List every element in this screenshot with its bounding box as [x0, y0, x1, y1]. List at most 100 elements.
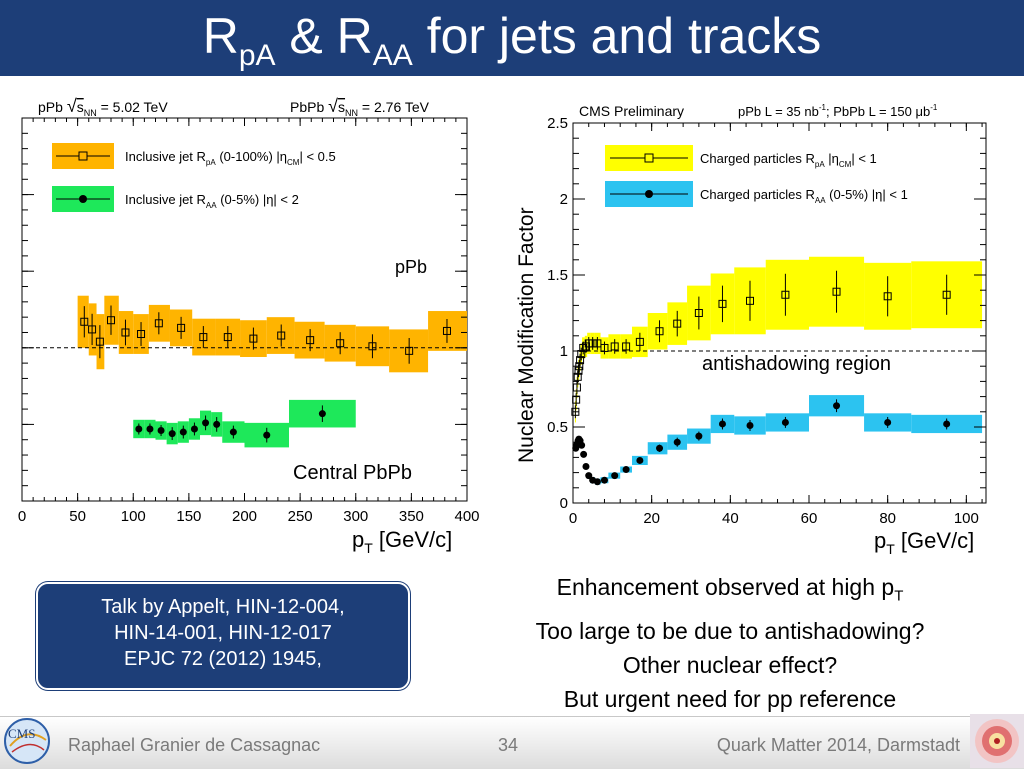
collision-label-pbpb: PbPb √sNN = 2.76 TeV	[290, 96, 430, 118]
y-tick-label: 2.5	[547, 115, 568, 132]
x-tick-label: 20	[643, 510, 660, 527]
data-point-s0-p25	[942, 290, 951, 299]
note-line-2: Too large to be due to antishadowing?	[535, 617, 925, 644]
data-point-s1-p21	[781, 418, 789, 426]
data-point-s1-p23	[884, 418, 892, 426]
note-line-3: Other nuclear effect?	[622, 651, 838, 678]
data-point-s0-p4	[121, 328, 130, 337]
data-point-s0-p19	[694, 309, 703, 317]
footer-conference: Quark Matter 2014, Darmstadt	[716, 735, 960, 755]
x-axis-label: pT [GeV/c]	[874, 528, 974, 557]
y-tick-label: 0.5	[547, 419, 568, 436]
data-point-s0-p11	[588, 339, 597, 348]
talk-line-1: Talk by Appelt, HIN-12-004,	[101, 596, 345, 618]
talk-reference-box: Talk by Appelt, HIN-12-004, HIN-14-001, …	[36, 582, 410, 690]
data-point-s0-p15	[622, 342, 631, 351]
data-point-s0-p2	[572, 383, 581, 392]
x-tick-label: 400	[454, 508, 479, 525]
syst-band-s0-p12	[294, 321, 325, 359]
data-point-s1-p0	[135, 425, 143, 433]
data-point-s0-p22	[781, 290, 790, 299]
data-point-s0-p9	[223, 333, 232, 342]
data-point-s0-p12	[593, 339, 602, 348]
legend-jet-raa-label: Inclusive jet RAA (0-5%) |η| < 2	[125, 192, 299, 210]
x-tick-label: 60	[801, 510, 818, 527]
data-point-s0-p13	[600, 343, 609, 352]
cms-logo-icon: CMS	[4, 718, 50, 764]
data-point-s1-p8	[582, 463, 590, 471]
footer: Raphael Granier de Cassagnac 34 Quark Ma…	[0, 716, 1024, 769]
data-point-s1-p4	[179, 428, 187, 436]
data-point-s1-p9	[263, 431, 271, 439]
svg-text:CMS: CMS	[8, 726, 35, 741]
footer-author: Raphael Granier de Cassagnac	[68, 735, 321, 755]
data-point-s1-p5	[190, 425, 198, 433]
data-point-s0-p2	[95, 337, 104, 346]
data-point-s0-p3	[107, 316, 115, 325]
data-point-s0-p14	[610, 342, 619, 351]
y-axis-label: Nuclear Modification Factor	[515, 207, 538, 463]
collision-label-ppb: pPb √sNN = 5.02 TeV	[38, 96, 168, 118]
talk-line-2: HIN-14-001, HIN-12-017	[114, 622, 332, 644]
legend-trk-rpa-label: Charged particles RpA |ηCM| < 1	[700, 151, 877, 169]
x-tick-label: 100	[121, 508, 146, 525]
x-tick-label: 100	[954, 510, 979, 527]
data-point-s1-p20	[746, 421, 754, 429]
data-point-s1-p16	[656, 444, 664, 452]
data-point-s0-p8	[199, 333, 208, 342]
legend: Charged particles RpA |ηCM| < 1 Charged …	[605, 145, 908, 207]
data-point-s0-p6	[576, 356, 585, 365]
data-point-s1-p15	[636, 456, 644, 464]
syst-band-s0-p3	[104, 295, 119, 345]
page-number: 34	[498, 735, 519, 755]
legend: Inclusive jet RpA (0-100%) |ηCM| < 0.5 I…	[52, 143, 336, 212]
data-point-s0-p6	[154, 319, 163, 328]
data-point-s1-p10	[318, 410, 326, 418]
data-point-s0-p0	[80, 317, 89, 326]
data-point-s1-p14	[622, 466, 630, 474]
data-point-s0-p16	[442, 326, 451, 335]
x-tick-label: 200	[232, 508, 257, 525]
data-point-s1-p17	[673, 438, 681, 446]
annotation-antishadowing: antishadowing region	[702, 353, 891, 375]
data-point-s0-p24	[883, 292, 892, 301]
legend-trk-raa-label: Charged particles RAA (0-5%) |η| < 1	[700, 187, 908, 205]
x-tick-label: 350	[399, 508, 424, 525]
data-point-s1-p24	[943, 420, 951, 428]
x-axis-label: pT [GeV/c]	[352, 527, 452, 556]
syst-band-s0-p16	[428, 311, 467, 351]
slide-title: RpA & RAA for jets and tracks	[202, 8, 822, 72]
data-point-s1-p1	[146, 425, 154, 433]
data-point-s0-p13	[336, 339, 345, 348]
data-point-s0-p15	[405, 346, 414, 355]
x-tick-label: 0	[18, 508, 26, 525]
annotation-central-pbpb: Central PbPb	[293, 462, 412, 484]
y-tick-label: 2	[560, 191, 568, 208]
data-point-s0-p11	[277, 331, 286, 340]
y-tick-label: 1	[560, 343, 568, 360]
data-point-s0-p5	[137, 330, 146, 339]
data-point-s0-p4	[574, 366, 583, 375]
luminosity-label: pPb L = 35 nb-1; PbPb L = 150 μb-1	[738, 103, 938, 119]
x-tick-label: 40	[722, 510, 739, 527]
data-point-s0-p18	[673, 319, 682, 328]
x-tick-label: 80	[879, 510, 896, 527]
note-line-1: Enhancement observed at high pT	[556, 574, 904, 605]
data-point-s1-p2	[157, 427, 165, 435]
annotation-ppb: pPb	[395, 257, 427, 277]
syst-band-s0-p2	[96, 314, 105, 370]
data-point-s1-p13	[611, 472, 619, 480]
syst-band-s0-p4	[118, 311, 134, 354]
talk-line-3: EPJC 72 (2012) 1945,	[124, 648, 322, 670]
data-point-s1-p11	[593, 478, 601, 486]
track-raa-chart: 0 20 40 60 80 100 0 0.5 1 1.5 2 2.5 CMS Preliminary…	[515, 103, 987, 557]
data-point-s0-p1	[88, 325, 97, 334]
syst-band-s0-p1	[88, 303, 97, 356]
syst-band-s0-p11	[266, 317, 295, 354]
data-point-s0-p14	[368, 342, 377, 351]
x-tick-label: 150	[176, 508, 201, 525]
x-tick-label: 50	[69, 508, 86, 525]
data-point-s1-p9	[585, 472, 593, 480]
x-tick-label: 0	[569, 510, 577, 527]
data-point-s1-p19	[718, 420, 726, 428]
